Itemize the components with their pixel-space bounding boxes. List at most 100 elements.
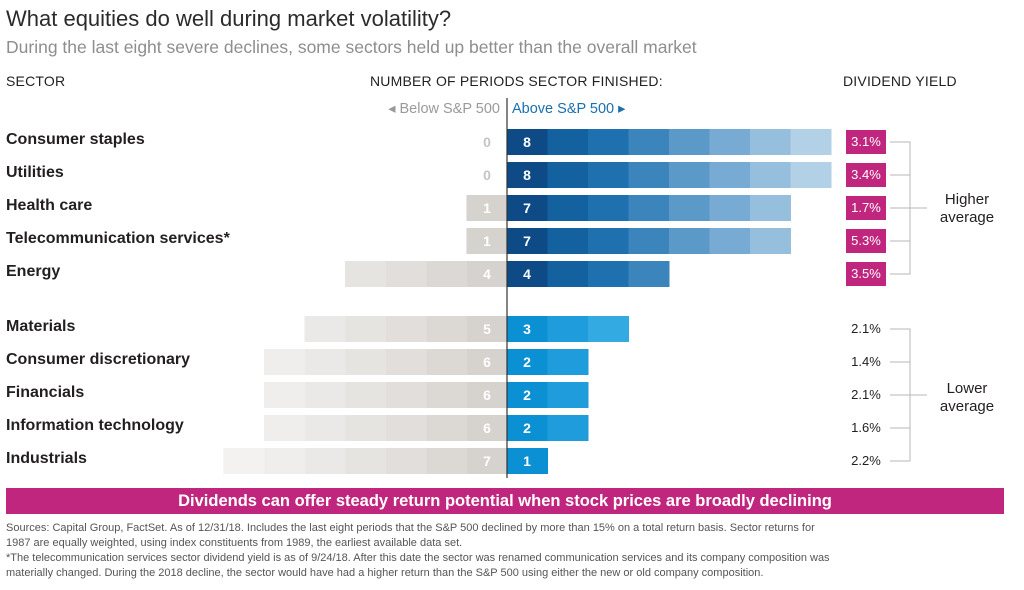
chart-title: What equities do well during market vola… <box>6 6 452 31</box>
dividend-column-header: DIVIDEND YIELD <box>843 73 957 89</box>
below-bar-segment <box>426 415 467 441</box>
below-sp500-label: ◂ Below S&P 500 <box>388 101 500 117</box>
below-count-label: 6 <box>483 354 491 370</box>
below-bar-segment <box>466 316 508 342</box>
above-bar-segment <box>507 415 548 441</box>
sector-label: Information technology <box>6 417 184 434</box>
above-bar-segment <box>628 228 670 254</box>
below-count-label: 1 <box>483 233 491 249</box>
above-bar-segment <box>588 228 629 254</box>
sector-label: Materials <box>6 318 76 335</box>
below-count-label: 4 <box>483 266 491 282</box>
above-bar-segment <box>790 162 832 188</box>
below-bar-segment <box>304 415 346 441</box>
above-bar-segment <box>628 162 670 188</box>
above-bar-segment <box>709 228 751 254</box>
lower-average-label: Lower average <box>939 380 995 415</box>
above-count-label: 8 <box>523 134 531 150</box>
below-bar-segment <box>466 349 508 375</box>
below-bar-segment <box>385 448 427 474</box>
dividend-yield-value: 2.2% <box>851 453 881 468</box>
above-bar-segment <box>669 129 710 155</box>
footnote-line: *The telecommunication services sector d… <box>6 552 830 564</box>
below-bar-segment <box>466 415 508 441</box>
below-bar-segment <box>426 261 467 287</box>
below-count-label: 1 <box>483 200 491 216</box>
above-sp500-label: Above S&P 500 ▸ <box>512 101 626 117</box>
below-count-label: 6 <box>483 387 491 403</box>
below-bar-segment <box>466 228 508 254</box>
sector-label: Utilities <box>6 164 64 181</box>
periods-column-header: NUMBER OF PERIODS SECTOR FINISHED: <box>370 73 663 89</box>
above-count-label: 1 <box>523 453 531 469</box>
above-bar-segment <box>709 129 751 155</box>
below-bar-segment <box>304 316 346 342</box>
below-bar-segment <box>466 195 508 221</box>
footnotes: Sources: Capital Group, FactSet. As of 1… <box>6 521 1016 581</box>
above-count-label: 2 <box>523 420 531 436</box>
above-bar-segment <box>588 195 629 221</box>
above-bar-segment <box>588 261 629 287</box>
below-bar-segment <box>385 415 427 441</box>
above-bar-segment <box>547 316 589 342</box>
below-bar-segment <box>304 349 346 375</box>
above-bar-segment <box>588 129 629 155</box>
above-bar-segment <box>588 316 629 342</box>
below-bar-segment <box>466 448 508 474</box>
below-count-label: 7 <box>483 453 491 469</box>
above-bar-segment <box>628 261 670 287</box>
below-bar-segment <box>385 349 427 375</box>
below-bar-segment <box>466 261 508 287</box>
dividend-yield-badge: 1.7% <box>846 196 886 220</box>
above-bar-segment <box>669 195 710 221</box>
below-bar-segment <box>264 349 305 375</box>
below-bar-segment <box>385 382 427 408</box>
dividend-yield-value: 2.1% <box>851 387 881 402</box>
above-bar-segment <box>507 349 548 375</box>
below-bar-segment <box>264 415 305 441</box>
dividend-yield-badge: 3.5% <box>846 262 886 286</box>
above-bar-segment <box>750 162 791 188</box>
above-bar-segment <box>507 228 548 254</box>
above-count-label: 7 <box>523 200 531 216</box>
above-bar-segment <box>750 129 791 155</box>
below-bar-segment <box>304 382 346 408</box>
above-bar-segment <box>790 129 832 155</box>
above-bar-segment <box>547 162 589 188</box>
above-bar-segment <box>507 261 548 287</box>
below-bar-segment <box>223 448 265 474</box>
above-bar-segment <box>628 195 670 221</box>
above-bar-segment <box>547 261 589 287</box>
above-count-label: 7 <box>523 233 531 249</box>
below-bar-segment <box>426 349 467 375</box>
above-bar-segment <box>709 162 751 188</box>
above-bar-segment <box>669 162 710 188</box>
below-count-label: 6 <box>483 420 491 436</box>
below-bar-segment <box>426 448 467 474</box>
above-count-label: 2 <box>523 387 531 403</box>
above-bar-segment <box>507 448 548 474</box>
above-bar-segment <box>507 382 548 408</box>
above-bar-segment <box>628 129 670 155</box>
sector-label: Energy <box>6 263 61 280</box>
below-bar-segment <box>345 448 386 474</box>
dividend-yield-value: 1.4% <box>851 354 881 369</box>
sector-label: Consumer discretionary <box>6 351 191 368</box>
sector-label: Financials <box>6 384 85 401</box>
above-bar-segment <box>507 316 548 342</box>
above-bar-segment <box>547 349 589 375</box>
footnote-line: materially changed. During the 2018 decl… <box>6 567 764 579</box>
below-bar-segment <box>304 448 346 474</box>
dividend-yield-value: 2.1% <box>851 321 881 336</box>
above-bar-segment <box>547 415 589 441</box>
below-bar-segment <box>385 316 427 342</box>
dividend-yield-badge: 3.4% <box>846 163 886 187</box>
footnote-line: Sources: Capital Group, FactSet. As of 1… <box>6 522 815 534</box>
above-bar-segment <box>588 162 629 188</box>
footnote-line: 1987 are equally weighted, using index c… <box>6 537 463 549</box>
below-bar-segment <box>345 316 386 342</box>
above-count-label: 8 <box>523 167 531 183</box>
chart-subtitle: During the last eight severe declines, s… <box>6 37 697 57</box>
below-bar-segment <box>264 448 305 474</box>
